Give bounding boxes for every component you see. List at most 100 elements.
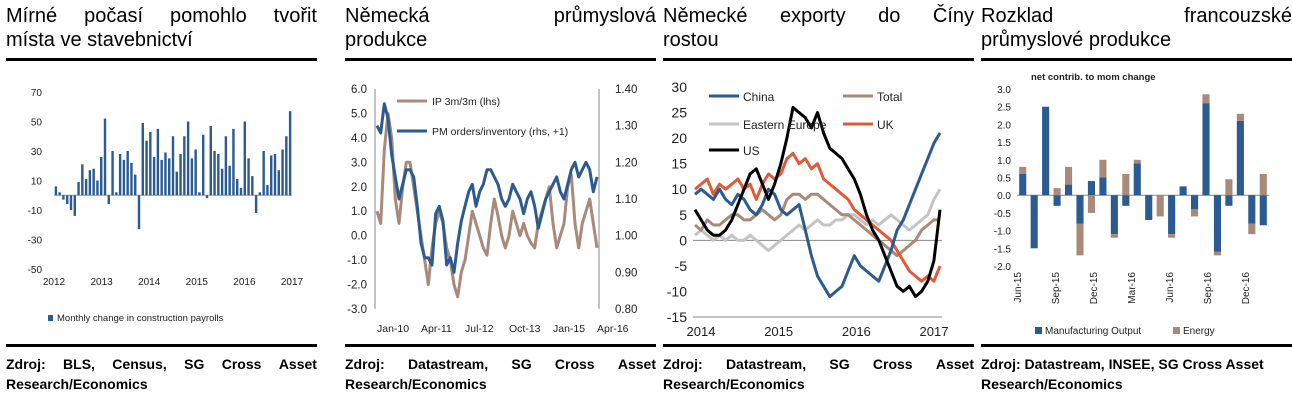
title-line-2: průmyslové produkce bbox=[981, 28, 1292, 52]
bar-segment bbox=[1259, 195, 1267, 226]
title-word: Rozklad bbox=[981, 5, 1054, 27]
x-tick-label: 2017 bbox=[920, 324, 949, 339]
source-word: Census, bbox=[112, 356, 167, 372]
source-word: Cross bbox=[554, 356, 595, 372]
bar-segment bbox=[1099, 159, 1107, 178]
bar-segment bbox=[1202, 103, 1210, 196]
panel-construction: Mírné počasí pomohlo tvořit místa ve sta… bbox=[6, 0, 317, 402]
x-tick-label: Jan-15 bbox=[553, 323, 585, 335]
title-word: Mírné bbox=[6, 5, 58, 27]
bar bbox=[149, 131, 152, 196]
x-tick-label: 2017 bbox=[281, 277, 304, 288]
bar bbox=[69, 195, 73, 210]
y-right-tick-label: 0.80 bbox=[615, 304, 637, 316]
y-tick-label: 10 bbox=[671, 181, 687, 197]
y-tick-label: 2.0 bbox=[997, 120, 1011, 131]
bottom-rule bbox=[663, 344, 974, 347]
bar bbox=[130, 162, 133, 196]
y-tick-label: -10 bbox=[667, 283, 687, 299]
bottom-rule bbox=[6, 344, 317, 347]
x-tick-label: 2013 bbox=[90, 277, 113, 288]
x-tick-label: Jan-10 bbox=[377, 323, 409, 335]
bar bbox=[164, 152, 167, 196]
source-word: Asset bbox=[278, 356, 317, 372]
y-tick-label: 0.0 bbox=[997, 191, 1011, 202]
source-note: Zdroj: Datastream, SG Cross Asset Resear… bbox=[663, 354, 974, 394]
bar bbox=[205, 195, 209, 199]
source-word: Cross bbox=[872, 356, 913, 372]
legend-label: Monthly change in construction payrolls bbox=[57, 313, 224, 324]
y-tick-label: -5 bbox=[675, 258, 688, 274]
y-left-tick-label: 1.0 bbox=[351, 206, 367, 218]
y-tick-label: 30 bbox=[31, 147, 43, 158]
legend-label: PM orders/inventory (rhs, +1) bbox=[432, 126, 568, 138]
bar bbox=[262, 151, 265, 196]
source-word: SG bbox=[511, 356, 532, 372]
y-left-tick-label: 3.0 bbox=[351, 157, 367, 169]
y-right-tick-label: 1.30 bbox=[615, 121, 637, 133]
bar-segment bbox=[1236, 120, 1244, 196]
source-line-1: Zdroj: Datastream, INSEE, SG Cross Asset bbox=[981, 354, 1292, 374]
bottom-rule bbox=[981, 344, 1292, 347]
chart-construction-payrolls: -50 -30 -10 10 30 50 70 2012 2013 2014 2015 2016 201… bbox=[28, 88, 304, 324]
bar-segment bbox=[1019, 166, 1027, 174]
x-tick-label: 2015 bbox=[186, 277, 209, 288]
top-rule bbox=[981, 58, 1292, 61]
y-tick-label: 30 bbox=[671, 79, 687, 95]
title-line-1: Rozklad francouzské bbox=[981, 4, 1292, 28]
x-tick-label: 2016 bbox=[842, 324, 871, 339]
y-tick-label: 1.0 bbox=[997, 156, 1011, 167]
bar-segment bbox=[1145, 195, 1153, 220]
bar-segment bbox=[1259, 173, 1267, 196]
bar-segment bbox=[1019, 173, 1027, 196]
top-rule bbox=[663, 58, 974, 61]
bar bbox=[285, 136, 288, 196]
title-word: průmyslové produkce bbox=[981, 29, 1172, 51]
series-line bbox=[694, 151, 942, 283]
bar bbox=[118, 153, 122, 196]
source-line-2: Research/Economics bbox=[981, 374, 1292, 394]
y-left-tick-label: -3.0 bbox=[347, 304, 367, 316]
source-word: BLS, bbox=[63, 356, 95, 372]
legend-label: Energy bbox=[1183, 326, 1215, 337]
title-line-2: místa ve stavebnictví bbox=[6, 28, 317, 52]
source-word: Research/Economics bbox=[663, 376, 805, 392]
bar bbox=[111, 151, 114, 196]
bar bbox=[198, 192, 201, 196]
legend-label: IP 3m/3m (lhs) bbox=[432, 96, 500, 108]
title-word: francouzské bbox=[1184, 5, 1292, 27]
legend-swatch bbox=[1173, 327, 1180, 334]
bar bbox=[213, 151, 216, 196]
bar bbox=[228, 165, 231, 196]
y-tick-label: 10 bbox=[31, 177, 43, 188]
bar bbox=[183, 136, 186, 196]
panel-french-ip: Rozklad francouzské průmyslové produkce … bbox=[981, 0, 1292, 402]
y-tick-label: -0.5 bbox=[994, 209, 1012, 220]
source-note: Zdroj: Datastream, INSEE, SG Cross Asset… bbox=[981, 354, 1292, 394]
bar-segment bbox=[1213, 195, 1222, 252]
bar bbox=[54, 186, 58, 196]
bar-segment bbox=[1202, 94, 1210, 104]
y-tick-label: -50 bbox=[28, 265, 43, 276]
bottom-rule bbox=[345, 344, 656, 347]
panel-title: Německé exporty do Číny rostou bbox=[663, 4, 974, 52]
bar bbox=[281, 149, 284, 196]
bar bbox=[145, 140, 148, 196]
x-tick-label: Apr-16 bbox=[597, 323, 629, 335]
x-tick-label: Jul-12 bbox=[465, 323, 494, 335]
bar bbox=[179, 153, 182, 196]
source-word: Datastream, bbox=[407, 356, 489, 372]
bar-segment bbox=[1122, 173, 1130, 196]
title-word: počasí bbox=[84, 5, 144, 27]
title-word: Německé bbox=[663, 5, 748, 27]
source-line-1: Zdroj: Datastream, SG Cross Asset bbox=[345, 354, 656, 374]
bar-segment bbox=[1133, 159, 1141, 164]
x-tick-label: 2014 bbox=[687, 324, 716, 339]
x-tick-label: Sep-15 bbox=[1051, 272, 1062, 305]
y-tick-label: -1.5 bbox=[994, 244, 1012, 255]
bar bbox=[134, 174, 137, 196]
source-word: Research/Economics bbox=[981, 376, 1123, 392]
bar bbox=[115, 192, 118, 196]
bar bbox=[236, 179, 239, 196]
bar-segment bbox=[1087, 195, 1096, 213]
